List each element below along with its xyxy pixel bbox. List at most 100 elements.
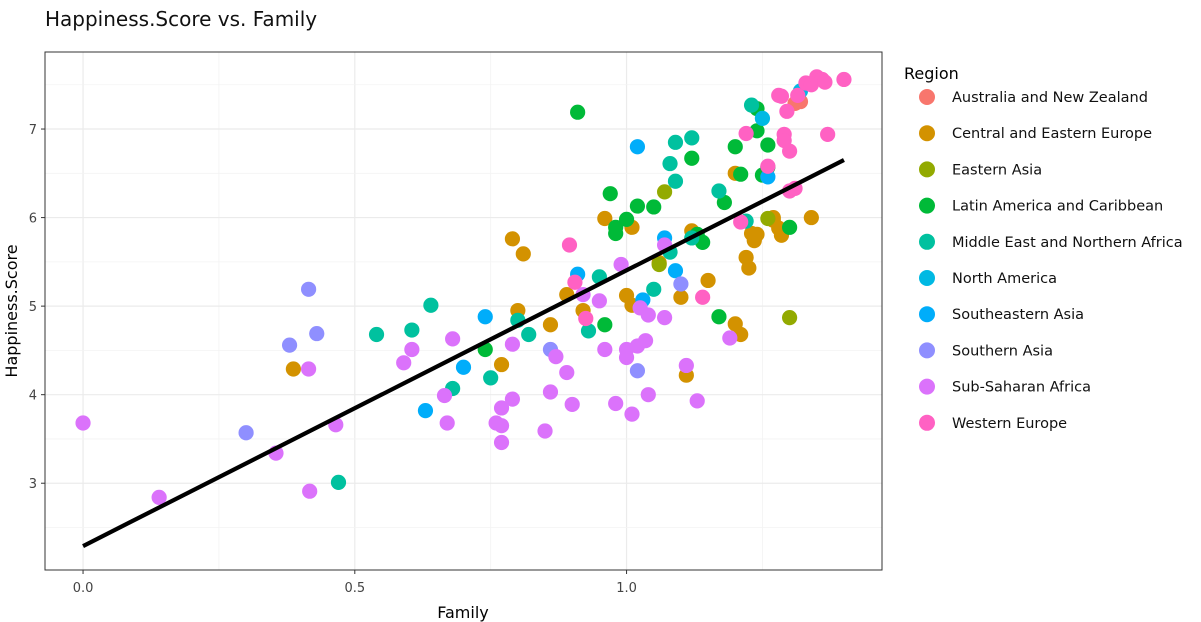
y-tick-label: 4 (29, 389, 37, 404)
data-point (684, 130, 700, 146)
data-point (754, 110, 771, 127)
data-point (301, 361, 317, 377)
data-point (773, 88, 790, 104)
data-point (711, 183, 727, 199)
legend-label: Latin America and Caribbean (952, 199, 1163, 215)
data-point (515, 246, 531, 262)
data-point (281, 337, 298, 353)
data-point (629, 363, 646, 379)
data-point (330, 474, 347, 490)
legend-label: Sub-Saharan Africa (952, 380, 1091, 396)
data-point (597, 210, 613, 227)
data-point (836, 71, 852, 88)
legend-label: Australia and New Zealand (952, 90, 1148, 106)
data-point (608, 395, 624, 412)
data-point (760, 169, 776, 185)
data-point (368, 326, 385, 343)
legend-swatch (919, 125, 935, 142)
data-point (436, 387, 453, 404)
legend-label: Middle East and Northern Africa (952, 235, 1183, 251)
data-point (684, 150, 700, 166)
x-tick-label: 0.5 (344, 581, 365, 596)
y-axis-title: Happiness.Score (2, 244, 21, 377)
data-point (597, 341, 613, 358)
data-point (493, 418, 510, 434)
data-point (629, 139, 646, 155)
data-point (404, 341, 420, 358)
trend-line (82, 158, 845, 548)
trend-line-group (82, 158, 845, 548)
data-point (561, 237, 578, 253)
data-point (637, 333, 654, 349)
data-point (741, 260, 757, 276)
data-point (559, 364, 575, 381)
x-tick-label: 0.0 (73, 581, 94, 596)
legend: Region Australia and New Zealand Central … (904, 64, 1183, 432)
data-point (548, 349, 564, 365)
data-point (285, 361, 301, 377)
data-point (738, 125, 754, 142)
data-point (578, 310, 594, 327)
data-point (151, 489, 167, 505)
y-tick-label: 6 (29, 212, 37, 227)
data-point (404, 322, 420, 338)
data-point (477, 309, 493, 325)
data-point (537, 423, 553, 439)
data-point (782, 310, 798, 326)
data-point (760, 158, 776, 174)
data-point (779, 103, 795, 119)
x-axis-title: Family (437, 603, 488, 622)
data-point (711, 309, 727, 325)
legend-label: Central and Eastern Europe (952, 126, 1152, 142)
data-point (640, 307, 656, 323)
data-point (624, 406, 640, 422)
data-point (493, 356, 510, 373)
x-tick-label: 1.0 (616, 581, 637, 596)
data-point (493, 400, 510, 416)
data-point (700, 272, 716, 289)
legend-title: Region (904, 64, 959, 83)
data-point (689, 393, 705, 409)
data-point (564, 396, 580, 413)
legend-swatch (919, 270, 935, 286)
data-point (667, 173, 684, 189)
legend-swatch (919, 233, 935, 250)
data-point (567, 274, 583, 290)
data-point (662, 155, 678, 172)
legend-swatch (919, 414, 935, 431)
data-point (504, 391, 521, 407)
plot-border (44, 51, 883, 571)
y-tick-label: 7 (29, 123, 37, 138)
data-point (591, 293, 607, 309)
data-point (760, 137, 776, 153)
legend-swatch (919, 197, 935, 214)
data-point (749, 226, 765, 243)
gridlines (45, 52, 882, 570)
data-point (504, 336, 521, 352)
data-point (570, 104, 586, 120)
data-point (423, 297, 439, 313)
data-point (75, 415, 91, 431)
data-point (618, 211, 635, 227)
legend-label: Eastern Asia (952, 162, 1042, 178)
data-point (760, 210, 776, 227)
data-point (646, 281, 662, 297)
data-point (722, 330, 738, 346)
legend-label: Western Europe (952, 416, 1067, 432)
data-points (75, 69, 852, 505)
data-point (493, 434, 510, 451)
data-point (608, 225, 624, 242)
data-point (301, 281, 317, 297)
data-point (646, 199, 662, 215)
data-point (602, 186, 618, 202)
data-point (733, 166, 749, 182)
data-point (483, 370, 499, 386)
data-point (238, 425, 254, 441)
data-point (782, 219, 798, 235)
data-point (727, 139, 743, 155)
data-point (613, 256, 629, 273)
data-point (790, 87, 806, 103)
data-point (455, 359, 472, 375)
data-point (673, 276, 689, 292)
